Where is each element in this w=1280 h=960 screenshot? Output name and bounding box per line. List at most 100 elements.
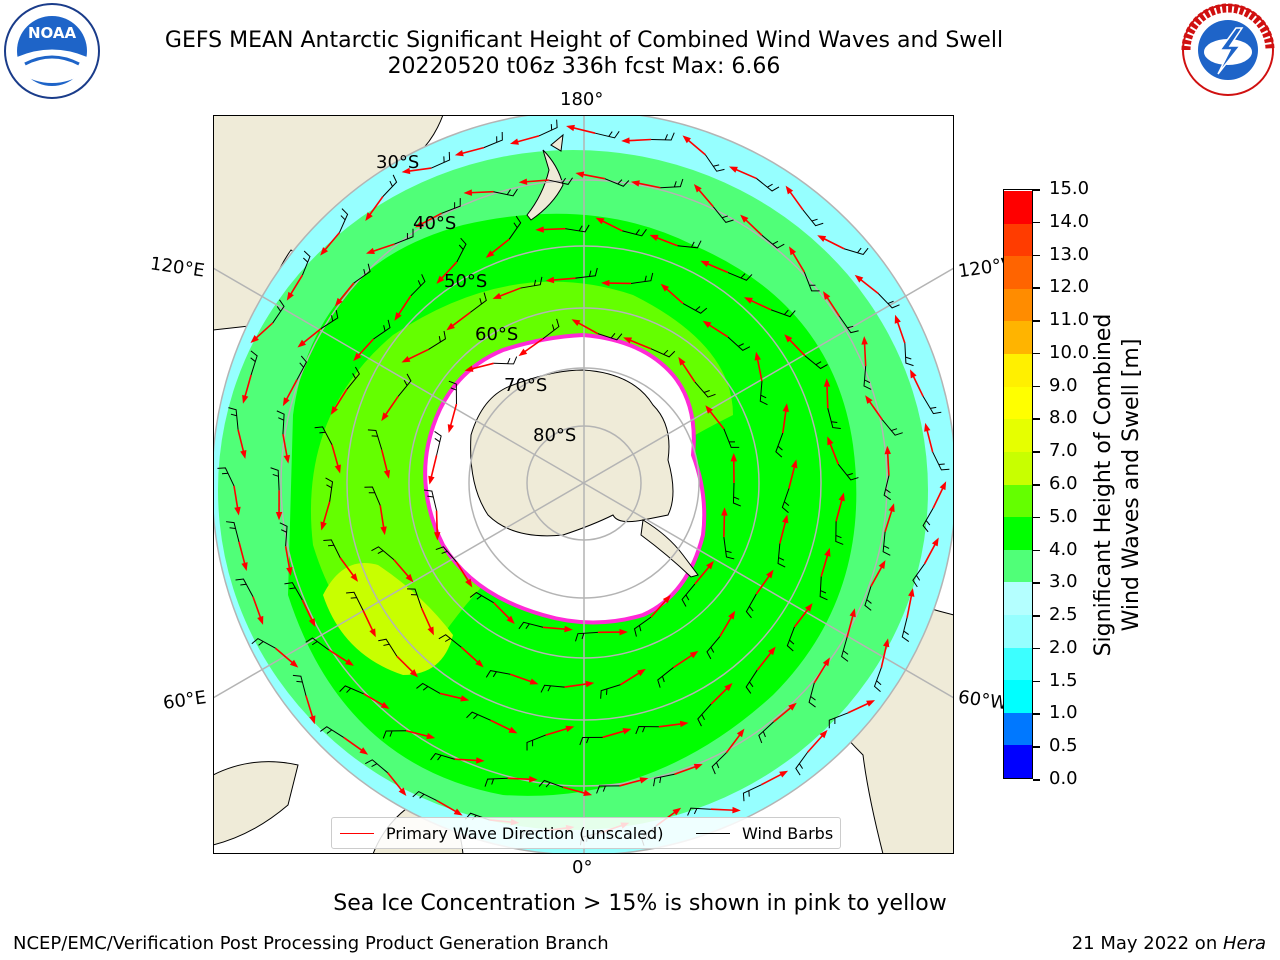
sea-ice-note: Sea Ice Concentration > 15% is shown in … — [333, 891, 947, 916]
wave-direction-arrow — [680, 361, 696, 383]
colorbar-segment — [1004, 614, 1032, 648]
wave-direction-arrowhead — [728, 610, 736, 620]
wind-barb — [622, 228, 647, 237]
colorbar-segment — [1004, 190, 1032, 224]
wind-barb — [410, 274, 426, 297]
lat-label-30s: 30°S — [376, 152, 420, 173]
wave-direction-arrowhead — [721, 507, 728, 516]
wind-barb — [650, 348, 676, 358]
antarctic-peninsula — [640, 519, 699, 578]
wave-direction-arrow — [323, 232, 341, 252]
wave-direction-arrowhead — [510, 138, 519, 145]
wind-barb — [320, 726, 344, 738]
wave-direction-arrow — [925, 428, 934, 453]
wave-direction-arrow — [858, 277, 879, 295]
colorbar-tick-label: 13.0 — [1049, 243, 1090, 265]
wave-direction-arrowhead — [359, 747, 369, 755]
wave-direction-arrow — [430, 455, 438, 479]
wave-direction-arrow — [636, 182, 661, 189]
wave-direction-arrowhead — [630, 180, 640, 187]
wave-direction-arrowhead — [730, 453, 738, 462]
wave-direction-arrowhead — [334, 297, 343, 307]
colorbar-tick-label: 1.5 — [1049, 669, 1078, 691]
wave-direction-arrow — [254, 322, 274, 340]
wind-barb — [600, 684, 621, 699]
wave-direction-arrow — [863, 342, 867, 367]
colorbar-segment — [1004, 516, 1032, 550]
wave-direction-arrow — [333, 389, 348, 411]
wave-direction-arrowhead — [309, 715, 316, 725]
wave-direction-arrowhead — [428, 475, 435, 485]
wave-direction-arrow — [233, 485, 239, 510]
wave-direction-arrowhead — [369, 628, 376, 638]
wave-direction-arrowhead — [595, 217, 605, 225]
wave-direction-arrowhead — [289, 659, 299, 668]
wave-direction-arrow — [906, 593, 913, 618]
wind-barb — [565, 224, 590, 233]
wind-barb — [325, 477, 334, 502]
wave-direction-arrowhead — [394, 312, 402, 321]
wind-barb — [786, 626, 795, 652]
lon-label-bottom: 0° — [572, 857, 593, 878]
wave-direction-arrowhead — [724, 682, 733, 692]
wave-direction-arrow — [338, 282, 355, 303]
wave-direction-arrowhead — [819, 729, 828, 739]
wind-barb — [416, 682, 441, 694]
wave-direction-arrow — [497, 287, 521, 298]
colorbar-tick-mark — [1033, 352, 1040, 355]
wave-direction-arrow — [886, 451, 890, 476]
wave-direction-arrow — [252, 596, 262, 620]
wave-direction-arrow — [710, 808, 735, 812]
wind-barb — [346, 366, 360, 390]
wave-direction-arrowhead — [865, 395, 873, 404]
wave-direction-arrow — [542, 626, 567, 631]
wave-direction-arrowhead — [529, 776, 538, 783]
wave-direction-arrowhead — [275, 511, 283, 521]
wave-direction-arrowhead — [240, 449, 247, 459]
wave-direction-arrowhead — [320, 521, 327, 531]
colorbar-segment — [1004, 647, 1032, 681]
wind-barb — [758, 721, 774, 744]
colorbar-tick-label: 5.0 — [1049, 505, 1078, 527]
wave-direction-arrowhead — [767, 646, 776, 656]
wind-barb — [657, 667, 674, 688]
wave-direction-arrowhead — [476, 757, 485, 764]
wind-barb — [575, 631, 598, 642]
wave-direction-arrow — [284, 546, 291, 571]
wave-direction-arrowhead — [924, 422, 931, 432]
wave-direction-arrow — [825, 295, 841, 317]
wind-barb — [526, 734, 546, 751]
wave-direction-arrow — [793, 607, 810, 628]
wave-direction-arrowhead — [693, 183, 702, 193]
wind-barb — [431, 151, 451, 169]
wave-direction-arrow — [339, 557, 356, 578]
wave-direction-arrow — [602, 729, 626, 739]
wave-direction-arrow — [439, 692, 464, 700]
wave-direction-arrowhead — [740, 214, 749, 223]
colorbar-tick-mark — [1033, 287, 1040, 289]
footer-host: Hera — [1222, 933, 1266, 954]
wind-barb — [542, 318, 560, 340]
chart-subtitle: 20220520 t06z 336h fcst Max: 6.66 — [387, 54, 781, 79]
wave-direction-arrowhead — [827, 436, 834, 446]
wave-direction-arrow — [664, 287, 684, 305]
wave-direction-arrow — [627, 138, 652, 142]
wave-direction-arrowhead — [789, 246, 797, 256]
wave-direction-arrow — [460, 646, 480, 664]
wind-barb — [873, 667, 882, 693]
wind-barb — [864, 586, 872, 611]
colorbar-tick-mark — [1033, 385, 1040, 388]
wave-direction-arrowhead — [822, 657, 830, 667]
noaa-logo-text: NOAA — [28, 24, 77, 42]
colorbar-tick-label: 6.0 — [1049, 473, 1078, 494]
wind-barb — [428, 330, 447, 350]
wind-barb — [235, 578, 254, 597]
wind-barb — [756, 178, 780, 192]
wind-barb — [694, 381, 716, 398]
wave-direction-arrow — [379, 505, 385, 530]
colorbar-tick-label: 2.5 — [1049, 604, 1078, 626]
wave-direction-arrow — [743, 218, 763, 236]
polar-map — [213, 115, 954, 854]
wave-direction-arrow — [301, 328, 322, 345]
colorbar-tick-label: 1.0 — [1049, 702, 1078, 724]
